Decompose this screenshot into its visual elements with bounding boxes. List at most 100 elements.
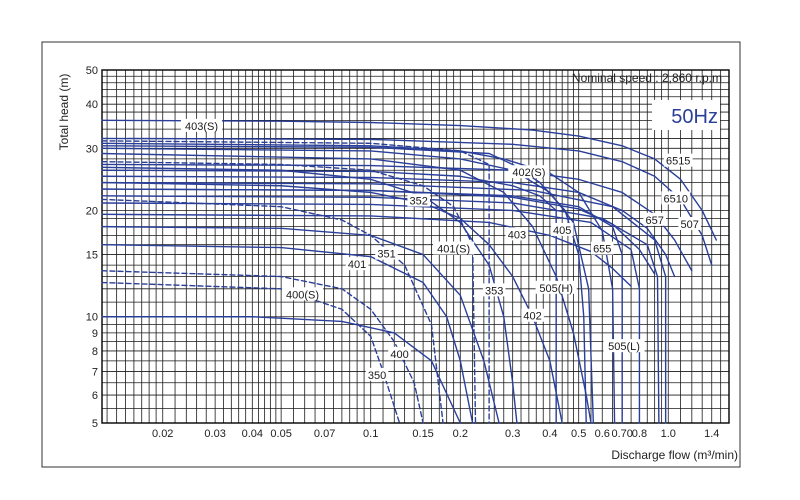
outer-frame [41, 41, 741, 468]
curve-label: 507 [680, 219, 698, 231]
x-tick-label: 0.02 [152, 428, 173, 440]
curve-label: 402 [523, 311, 541, 323]
curve-label-bg [508, 165, 550, 179]
curve-label-box: 352 [407, 193, 431, 208]
series-curve-507 [101, 175, 676, 278]
curve-label-bg [603, 339, 645, 353]
series-curve-353 [101, 140, 490, 424]
series-curve-22 [101, 195, 660, 424]
x-tick-label: 0.05 [270, 428, 291, 440]
curve-label-box: 655 [590, 241, 614, 256]
curve-label: 405 [553, 225, 571, 237]
curve-label-bg [521, 308, 544, 322]
series-curve-505-l [101, 188, 623, 424]
x-tick-label: 0.5 [571, 428, 586, 440]
series-curve-403-s [101, 119, 717, 241]
curve-label-box: 402(S) [508, 165, 550, 179]
curve-label-box: 403(S) [180, 118, 223, 133]
series-curve-402-s [101, 142, 616, 424]
y-tick-label: 50 [86, 65, 98, 77]
curve-label-box: 403 [505, 227, 529, 241]
x-tick-label: 0.15 [412, 428, 433, 440]
x-tick-label: 0.70 [611, 428, 632, 440]
y-tick-label: 20 [86, 205, 98, 217]
y-tick-label: 7 [92, 366, 98, 378]
curve-label: 403 [508, 229, 526, 241]
curve-label-bg [590, 241, 614, 255]
curve-label-group: 403(S) 6515 6510 507 657 655 505(H) 405 402(S) 40… [180, 118, 701, 382]
curve-label-bg [482, 283, 506, 297]
series-curve-400 [101, 243, 474, 424]
series-curve-402 [101, 181, 563, 424]
curve-label-box: 507 [678, 216, 701, 231]
curve-label-box: 351 [375, 246, 398, 261]
curve-label-bg [678, 216, 701, 230]
x-axis-title: Discharge flow (m³/min) [611, 448, 738, 462]
curve-label-bg [643, 212, 666, 226]
x-tick-label: 0.8 [632, 428, 647, 440]
y-axis-title: Total head (m) [57, 74, 71, 151]
curve-label: 402(S) [512, 167, 545, 179]
curve-label-box: 400(S) [281, 287, 324, 301]
badge-background [652, 100, 720, 130]
curve-label-bg [535, 280, 577, 294]
curve-label-box: 6515 [663, 153, 693, 168]
series-curve-400-s [101, 270, 424, 424]
x-tick-label: 1.4 [704, 428, 719, 440]
x-tick-label: 1.0 [661, 428, 676, 440]
curve-label-bg [388, 346, 411, 360]
x-tick-labels: 0.02 0.03 0.04 0.05 0.07 0.1 0.15 0.2 0.3 0.4 0.5 0… [152, 428, 719, 440]
curve-label: 655 [593, 244, 611, 256]
curve-label-bg [281, 287, 324, 301]
series-curve-23 [101, 181, 667, 424]
curve-label-box: 401(S) [433, 241, 475, 256]
curve-label-bg [550, 222, 574, 236]
plot-border [101, 69, 730, 424]
series-curve-21 [101, 202, 641, 424]
curve-label: 401 [348, 259, 366, 271]
curve-label-box: 400 [388, 346, 411, 361]
curve-label-box: 350 [365, 367, 389, 382]
x-tick-label: 0.4 [542, 428, 557, 440]
curve-label-bg [663, 153, 693, 167]
curve-label: 400(S) [286, 289, 319, 301]
curve-label-box: 402 [521, 308, 544, 323]
curve-label-box: 505(L) [603, 339, 645, 353]
series-curve-403 [101, 152, 592, 424]
curve-label: 400 [390, 349, 408, 361]
series-curve-24 [101, 145, 587, 424]
curve-label-box: 405 [550, 222, 574, 237]
curve-label: 351 [377, 249, 395, 261]
y-tick-label: 9 [92, 328, 98, 340]
y-tick-label: 10 [86, 312, 98, 324]
curve-label: 6510 [664, 193, 688, 205]
series-curve-6510 [101, 163, 693, 272]
curve-label-bg [180, 118, 223, 132]
curve-label: 6515 [666, 156, 690, 168]
curve-label-box: 353 [482, 283, 506, 297]
y-tick-label: 30 [86, 143, 98, 155]
x-tick-label: 0.07 [314, 428, 335, 440]
x-tick-label: 0.3 [505, 428, 520, 440]
series-curve-401 [101, 225, 500, 424]
series-group [101, 119, 717, 424]
curve-label: 352 [410, 196, 428, 208]
y-tick-labels: 5 6 7 8 9 10 15 20 30 40 50 [86, 65, 98, 430]
curve-label-bg [345, 257, 369, 271]
curve-label: 505(H) [539, 283, 573, 295]
y-tick-label: 8 [92, 346, 98, 358]
curve-label: 403(S) [185, 121, 218, 133]
curve-label-bg [505, 227, 529, 241]
x-tick-label: 0.2 [453, 428, 468, 440]
series-curve-401-s [101, 166, 518, 424]
y-tick-label: 40 [86, 99, 98, 111]
series-curve-405 [101, 147, 595, 424]
curve-label-bg [407, 193, 431, 207]
x-tick-label: 0.03 [204, 428, 225, 440]
series-curve-350 [101, 281, 401, 424]
curve-label: 350 [368, 370, 386, 382]
curve-label-box: 505(H) [535, 280, 577, 295]
nominal-speed-annotation: Nominal speed : 2,860 r.p.m [572, 71, 722, 85]
